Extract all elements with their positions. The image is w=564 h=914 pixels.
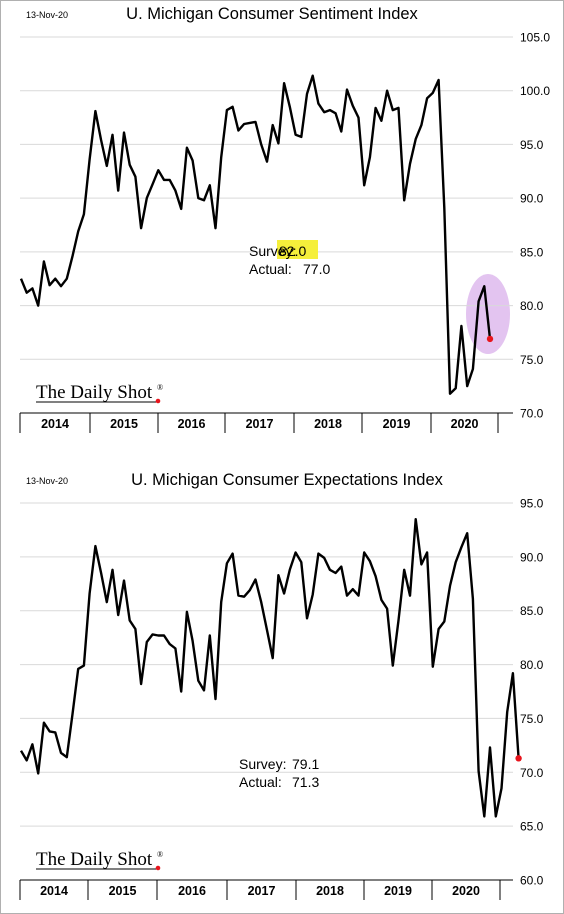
y-tick-label: 85.0 <box>520 245 544 259</box>
chart1-date: 13-Nov-20 <box>26 10 68 20</box>
x-tick-label: 2016 <box>178 417 206 431</box>
chart1-last-point <box>486 335 494 343</box>
chart2-watermark-dot <box>155 865 161 871</box>
x-tick-label: 2018 <box>316 884 344 898</box>
y-tick-label: 70.0 <box>520 766 544 780</box>
chart1-watermark: The Daily Shot ® <box>36 382 163 404</box>
chart1-watermark-mark: ® <box>157 383 163 392</box>
y-tick-label: 65.0 <box>520 820 544 834</box>
chart2-last-point <box>515 755 522 762</box>
chart1-watermark-dot <box>155 398 161 404</box>
y-tick-label: 90.0 <box>520 192 544 206</box>
x-tick-label: 2019 <box>384 884 412 898</box>
x-tick-label: 2014 <box>41 417 69 431</box>
chart1-watermark-text: The Daily Shot <box>36 382 153 403</box>
y-tick-label: 95.0 <box>520 138 544 152</box>
y-tick-label: 75.0 <box>520 353 544 367</box>
chart1-title: U. Michigan Consumer Sentiment Index <box>126 5 418 23</box>
chart2-survey-label: Survey: <box>239 756 286 772</box>
y-tick-label: 90.0 <box>520 550 544 564</box>
chart1-survey-label: Survey: <box>249 243 296 259</box>
chart1-actual-label: Actual: <box>249 261 292 277</box>
x-tick-label: 2018 <box>314 417 342 431</box>
chart1-survey-value: 82.0 <box>279 243 306 259</box>
chart2-series-line <box>19 518 520 818</box>
y-tick-label: 105.0 <box>520 31 550 45</box>
chart1-actual-value: 77.0 <box>303 261 330 277</box>
y-tick-label: 85.0 <box>520 604 544 618</box>
sentiment-chart: 13-Nov-20 U. Michigan Consumer Sentiment… <box>19 5 550 433</box>
x-tick-label: 2014 <box>40 884 68 898</box>
x-tick-label: 2016 <box>178 884 206 898</box>
x-tick-label: 2019 <box>383 417 411 431</box>
y-tick-label: 60.0 <box>520 874 544 888</box>
x-tick-label: 2015 <box>109 884 137 898</box>
chart2-actual-label: Actual: <box>239 774 282 790</box>
chart2-watermark-mark: ® <box>157 850 163 859</box>
x-tick-label: 2015 <box>110 417 138 431</box>
y-tick-label: 80.0 <box>520 658 544 672</box>
chart2-watermark: The Daily Shot ® <box>36 849 163 871</box>
y-tick-label: 75.0 <box>520 712 544 726</box>
chart1-series-line <box>19 74 492 395</box>
x-tick-label: 2020 <box>452 884 480 898</box>
x-tick-label: 2017 <box>248 884 276 898</box>
x-tick-label: 2017 <box>246 417 274 431</box>
chart1-survey-highlight <box>277 240 318 259</box>
x-tick-label: 2020 <box>451 417 479 431</box>
chart2-survey-value: 79.1 <box>292 756 319 772</box>
y-tick-label: 70.0 <box>520 407 544 421</box>
expectations-chart: 13-Nov-20 U. Michigan Consumer Expectati… <box>19 471 544 900</box>
chart2-watermark-text: The Daily Shot <box>36 849 153 870</box>
chart2-actual-value: 71.3 <box>292 774 319 790</box>
chart2-title: U. Michigan Consumer Expectations Index <box>131 471 444 489</box>
chart2-date: 13-Nov-20 <box>26 476 68 486</box>
y-tick-label: 95.0 <box>520 497 544 511</box>
y-tick-label: 100.0 <box>520 84 550 98</box>
y-tick-label: 80.0 <box>520 299 544 313</box>
